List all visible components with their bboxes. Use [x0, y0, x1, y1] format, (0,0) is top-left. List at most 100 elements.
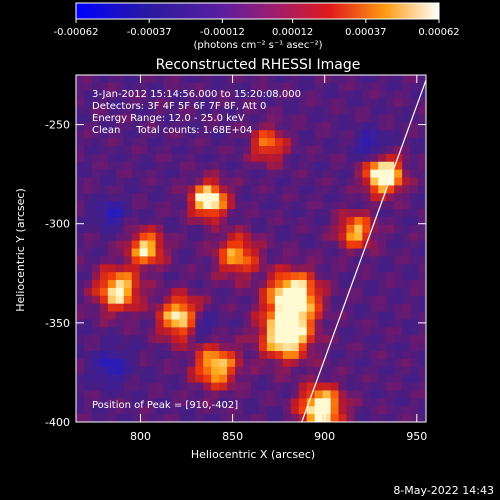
heatmap-cell — [402, 374, 411, 384]
heatmap-cell — [354, 216, 363, 226]
heatmap-cell — [346, 82, 355, 92]
heatmap-cell — [235, 201, 244, 210]
heatmap-cell — [338, 327, 348, 336]
heatmap-cell — [219, 232, 228, 242]
heatmap-cell — [418, 414, 426, 422]
heatmap-cell — [83, 287, 93, 297]
heatmap-cell — [290, 122, 300, 131]
heatmap-cell — [235, 122, 244, 131]
heatmap-cell — [171, 398, 180, 407]
heatmap-cell — [131, 138, 141, 147]
heatmap-cell — [107, 366, 117, 376]
heatmap-cell — [219, 106, 228, 116]
heatmap-cell — [346, 311, 355, 321]
heatmap-cell — [402, 264, 411, 273]
heatmap-cell — [282, 90, 292, 100]
heatmap-cell — [298, 122, 308, 131]
heatmap-cell — [243, 114, 252, 123]
heatmap-cell — [187, 414, 196, 422]
heatmap-cell — [282, 240, 292, 250]
heatmap-cell — [274, 224, 284, 234]
heatmap-cell — [91, 98, 101, 108]
heatmap-cell — [187, 98, 196, 108]
heatmap-cell — [179, 398, 188, 407]
heatmap-cell — [386, 272, 395, 281]
heatmap-cell — [203, 351, 212, 360]
heatmap-cell — [147, 153, 157, 163]
heatmap-cell — [123, 358, 133, 368]
heatmap-cell — [346, 280, 355, 289]
heatmap-cell — [290, 185, 300, 194]
heatmap-cell — [314, 106, 324, 116]
heatmap-cell — [418, 224, 426, 234]
heatmap-cell — [131, 256, 141, 265]
heatmap-cell — [354, 335, 363, 344]
heatmap-cell — [211, 169, 220, 179]
heatmap-cell — [155, 145, 165, 155]
heatmap-cell — [147, 185, 157, 194]
heatmap-cell — [171, 153, 180, 163]
heatmap-cell — [282, 201, 292, 210]
heatmap-cell — [362, 311, 371, 321]
heatmap-cell — [298, 216, 308, 226]
heatmap-cell — [394, 209, 403, 218]
heatmap-cell — [91, 169, 101, 179]
heatmap-cell — [266, 327, 276, 336]
heatmap-cell — [195, 122, 204, 131]
heatmap-cell — [418, 327, 426, 336]
heatmap-cell — [83, 374, 93, 384]
heatmap-cell — [410, 390, 419, 399]
heatmap-cell — [187, 216, 196, 226]
heatmap-cell — [362, 390, 371, 399]
heatmap-cell — [330, 280, 340, 289]
heatmap-cell — [306, 414, 316, 422]
heatmap-cell — [266, 106, 276, 116]
heatmap-cell — [410, 406, 419, 415]
heatmap-cell — [346, 248, 355, 257]
heatmap-cell — [227, 122, 236, 131]
heatmap-cell — [378, 280, 387, 289]
heatmap-cell — [243, 177, 252, 187]
heatmap-cell — [76, 256, 85, 265]
heatmap-cell — [330, 311, 340, 321]
heatmap-cell — [227, 351, 236, 360]
heatmap-cell — [266, 153, 276, 163]
heatmap-cell — [362, 122, 371, 131]
heatmap-cell — [362, 319, 371, 328]
heatmap-cell — [99, 280, 109, 289]
heatmap-cell — [346, 319, 355, 328]
heatmap-cell — [314, 280, 324, 289]
heatmap-cell — [410, 145, 419, 155]
heatmap-cell — [418, 240, 426, 250]
heatmap-cell — [410, 185, 419, 194]
heatmap-cell — [243, 248, 252, 257]
heatmap-cell — [187, 209, 196, 218]
heatmap-cell — [402, 82, 411, 92]
heatmap-cell — [76, 327, 85, 336]
heatmap-cell — [314, 311, 324, 321]
heatmap-cell — [139, 193, 149, 202]
heatmap-cell — [298, 240, 308, 250]
heatmap-cell — [76, 335, 85, 344]
heatmap-cell — [131, 272, 141, 281]
heatmap-cell — [171, 161, 180, 171]
heatmap-cell — [251, 311, 260, 321]
heatmap-cell — [386, 414, 395, 422]
heatmap-cell — [83, 335, 93, 344]
heatmap-cell — [139, 98, 149, 108]
heatmap-cell — [362, 264, 371, 273]
heatmap-cell — [171, 374, 180, 384]
heatmap-cell — [322, 311, 332, 321]
heatmap-cell — [282, 319, 292, 328]
heatmap-cell — [195, 90, 204, 100]
heatmap-cell — [107, 335, 117, 344]
heatmap-cell — [346, 287, 355, 297]
heatmap-cell — [370, 232, 379, 242]
heatmap-cell — [139, 287, 149, 297]
heatmap-cell — [386, 287, 395, 297]
heatmap-cell — [235, 406, 244, 415]
heatmap-cell — [362, 153, 371, 163]
heatmap-cell — [179, 177, 188, 187]
heatmap-cell — [76, 161, 85, 171]
heatmap-cell — [338, 201, 348, 210]
